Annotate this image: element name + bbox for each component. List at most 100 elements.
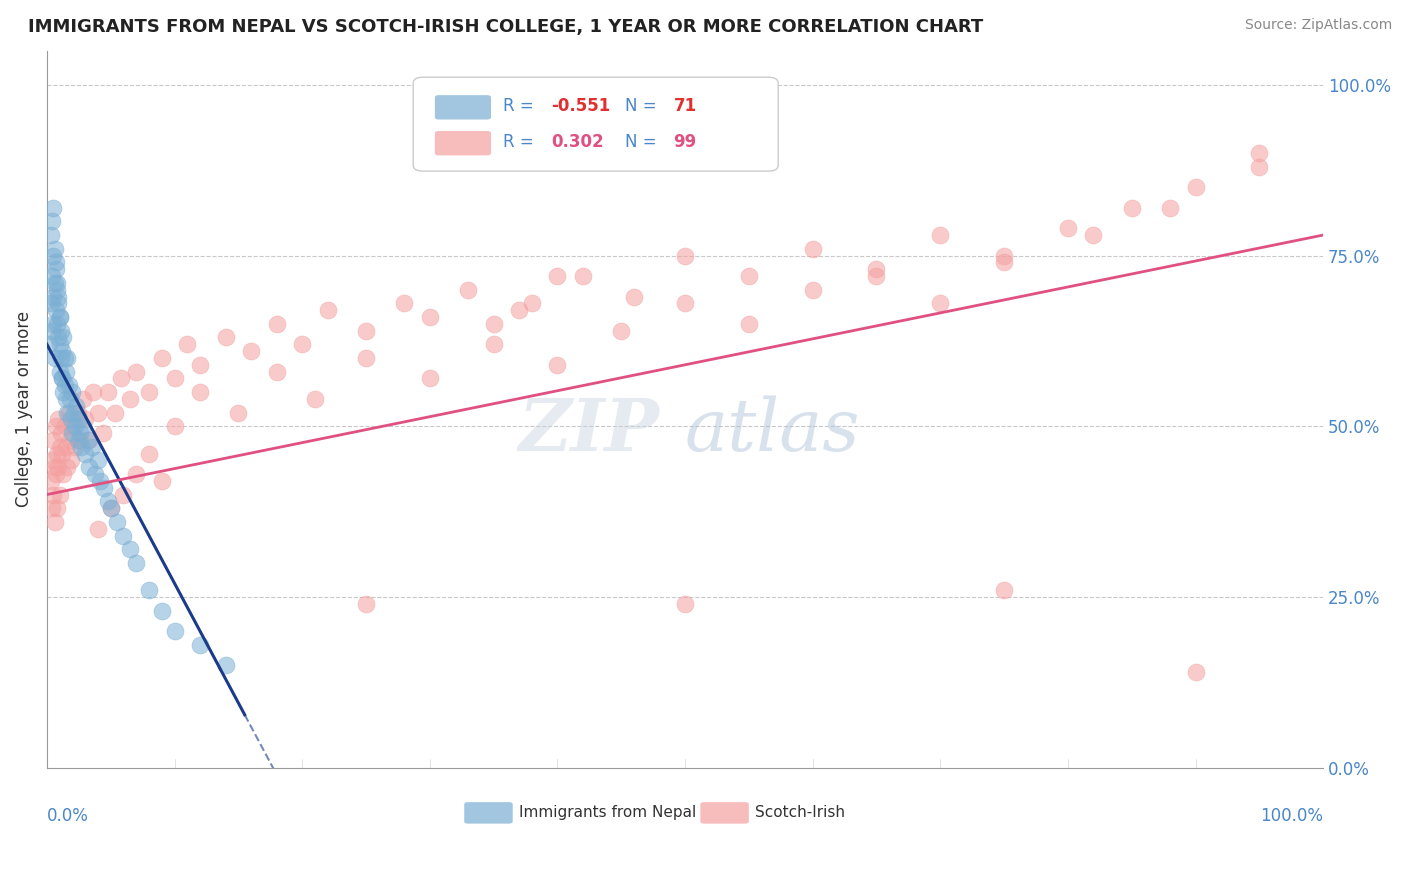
Point: [51, 446, 73, 460]
Point: [45, 303, 67, 318]
Point: [457, 283, 479, 297]
Point: [42, 317, 65, 331]
Point: [53, 351, 76, 365]
Point: [291, 337, 314, 351]
Point: [673, 597, 696, 611]
Text: -0.551: -0.551: [551, 97, 610, 115]
Point: [188, 358, 211, 372]
Point: [42, 248, 65, 262]
Point: [865, 262, 887, 277]
Point: [45, 255, 67, 269]
Text: atlas: atlas: [685, 395, 860, 466]
Point: [51, 371, 73, 385]
Point: [53, 419, 76, 434]
Point: [75, 446, 97, 460]
Point: [188, 385, 211, 400]
Point: [62, 419, 84, 434]
Point: [44, 515, 66, 529]
Point: [1057, 221, 1080, 235]
Point: [72, 419, 94, 434]
Point: [58, 378, 80, 392]
Point: [69, 433, 91, 447]
Point: [77, 433, 100, 447]
Point: [1249, 146, 1271, 161]
Text: N =: N =: [626, 97, 662, 115]
FancyBboxPatch shape: [434, 95, 491, 120]
Point: [52, 467, 75, 481]
Text: 100.0%: 100.0%: [1260, 807, 1323, 825]
Point: [41, 501, 63, 516]
Point: [673, 248, 696, 262]
Point: [419, 371, 441, 385]
Point: [62, 406, 84, 420]
Point: [38, 337, 60, 351]
Point: [42, 201, 65, 215]
Point: [46, 446, 69, 460]
Point: [51, 344, 73, 359]
Point: [56, 460, 79, 475]
Point: [188, 638, 211, 652]
FancyBboxPatch shape: [413, 78, 778, 171]
Point: [55, 440, 77, 454]
Point: [482, 337, 505, 351]
Point: [75, 412, 97, 426]
Point: [1159, 201, 1181, 215]
Point: [87, 453, 110, 467]
Point: [419, 310, 441, 324]
Point: [46, 501, 69, 516]
Point: [993, 248, 1015, 262]
Point: [48, 487, 70, 501]
Point: [97, 385, 120, 400]
Point: [63, 440, 86, 454]
Point: [48, 337, 70, 351]
Point: [125, 365, 148, 379]
Point: [87, 522, 110, 536]
Point: [48, 310, 70, 324]
Point: [150, 351, 173, 365]
Point: [240, 344, 263, 359]
Point: [801, 242, 824, 256]
Point: [72, 392, 94, 406]
Point: [42, 289, 65, 303]
Point: [738, 268, 761, 283]
Point: [48, 310, 70, 324]
Point: [53, 378, 76, 392]
Point: [41, 214, 63, 228]
Point: [176, 337, 198, 351]
Point: [546, 268, 568, 283]
Point: [62, 426, 84, 441]
Point: [354, 351, 377, 365]
Point: [65, 399, 87, 413]
Point: [125, 467, 148, 481]
Point: [105, 515, 128, 529]
Text: 71: 71: [673, 97, 696, 115]
Point: [89, 474, 111, 488]
Point: [91, 426, 114, 441]
Point: [69, 426, 91, 441]
Point: [59, 433, 82, 447]
Text: R =: R =: [502, 97, 538, 115]
Point: [84, 467, 107, 481]
Point: [118, 542, 141, 557]
Point: [49, 426, 72, 441]
Point: [62, 385, 84, 400]
Point: [138, 385, 160, 400]
Point: [214, 330, 236, 344]
Point: [48, 365, 70, 379]
Point: [39, 296, 62, 310]
Point: [48, 330, 70, 344]
FancyBboxPatch shape: [434, 131, 491, 155]
FancyBboxPatch shape: [464, 802, 513, 823]
Point: [39, 474, 62, 488]
Point: [87, 406, 110, 420]
Point: [1083, 228, 1105, 243]
Point: [56, 406, 79, 420]
Point: [44, 351, 66, 365]
Point: [673, 296, 696, 310]
Point: [49, 351, 72, 365]
Point: [60, 412, 83, 426]
Point: [508, 303, 530, 318]
Point: [48, 460, 70, 475]
Point: [97, 494, 120, 508]
Point: [49, 324, 72, 338]
